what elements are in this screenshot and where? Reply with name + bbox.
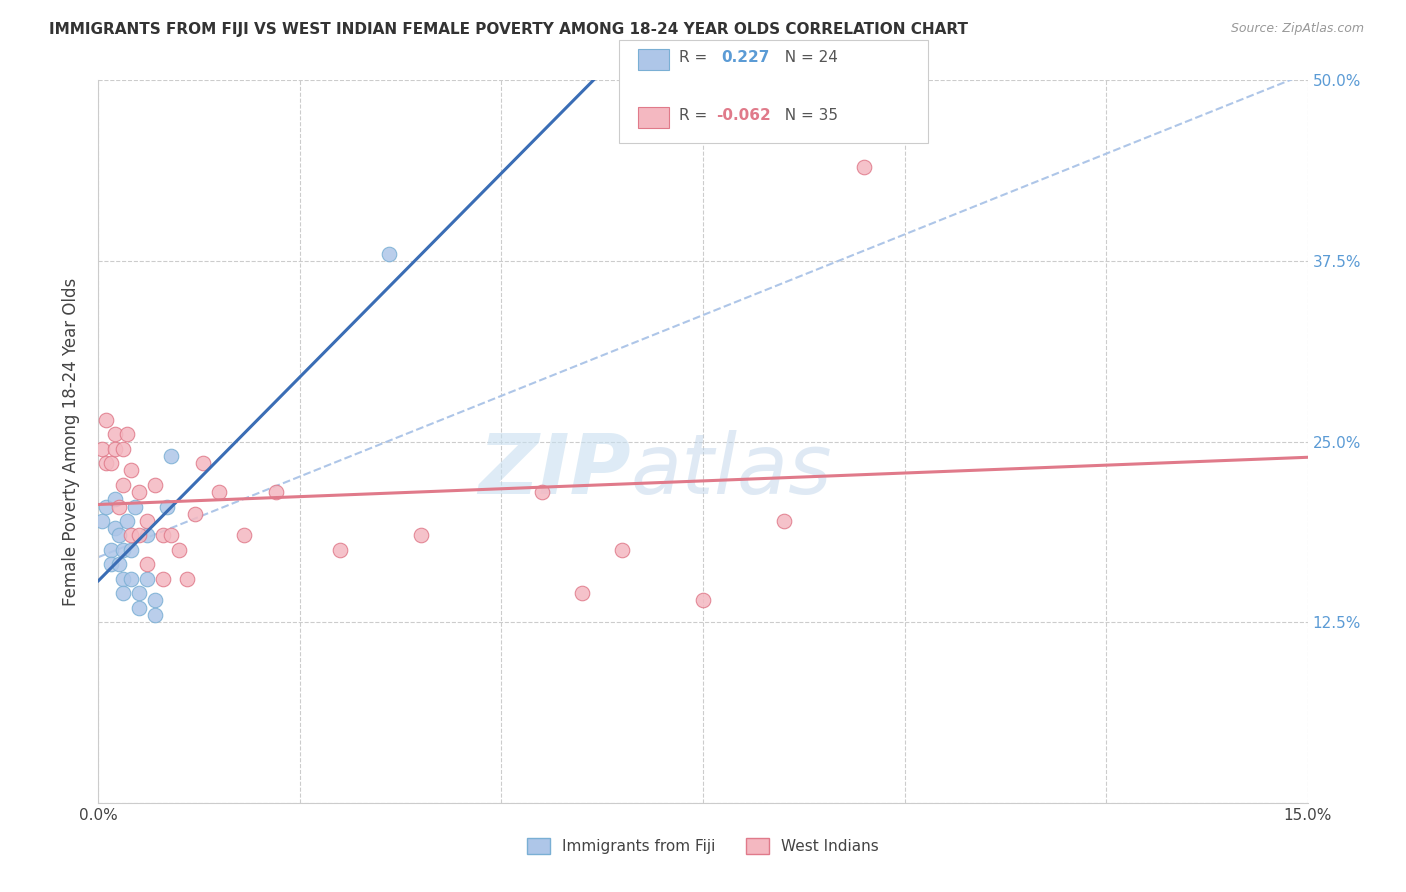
Point xyxy=(152,572,174,586)
Point xyxy=(156,500,179,514)
Point xyxy=(167,542,190,557)
Point xyxy=(232,528,254,542)
Point xyxy=(160,528,183,542)
Point xyxy=(143,607,166,622)
Point xyxy=(107,500,129,514)
Text: N = 24: N = 24 xyxy=(775,50,838,65)
Text: -0.062: -0.062 xyxy=(716,108,770,123)
Point xyxy=(128,528,150,542)
Point xyxy=(111,478,134,492)
Text: R =: R = xyxy=(679,108,713,123)
Point xyxy=(103,492,125,507)
Point xyxy=(135,514,157,528)
Point xyxy=(128,600,150,615)
Point xyxy=(120,528,142,542)
Point xyxy=(100,542,122,557)
Text: Source: ZipAtlas.com: Source: ZipAtlas.com xyxy=(1230,22,1364,36)
Point xyxy=(135,558,157,572)
Point xyxy=(111,442,134,456)
Point xyxy=(103,442,125,456)
Text: ZIP: ZIP xyxy=(478,430,630,511)
Point xyxy=(612,542,634,557)
Point xyxy=(124,500,146,514)
Point xyxy=(111,586,134,600)
Point xyxy=(120,463,142,477)
Point xyxy=(96,456,118,470)
Point xyxy=(107,528,129,542)
Point xyxy=(96,500,118,514)
Point xyxy=(115,514,138,528)
Point xyxy=(107,558,129,572)
Text: atlas: atlas xyxy=(630,430,832,511)
Point xyxy=(143,593,166,607)
Point xyxy=(100,456,122,470)
Point xyxy=(571,586,593,600)
Point xyxy=(115,427,138,442)
Point xyxy=(143,478,166,492)
Point xyxy=(530,485,553,500)
Point xyxy=(128,485,150,500)
Point xyxy=(128,586,150,600)
Point xyxy=(100,558,122,572)
Y-axis label: Female Poverty Among 18-24 Year Olds: Female Poverty Among 18-24 Year Olds xyxy=(62,277,80,606)
Point xyxy=(193,456,215,470)
Legend: Immigrants from Fiji, West Indians: Immigrants from Fiji, West Indians xyxy=(520,832,886,860)
Point xyxy=(264,485,287,500)
Text: N = 35: N = 35 xyxy=(775,108,838,123)
Point xyxy=(853,160,876,174)
Point xyxy=(91,514,114,528)
Point xyxy=(208,485,231,500)
Point xyxy=(111,572,134,586)
Point xyxy=(329,542,352,557)
Point xyxy=(135,528,157,542)
Point xyxy=(120,572,142,586)
Text: R =: R = xyxy=(679,50,717,65)
Text: IMMIGRANTS FROM FIJI VS WEST INDIAN FEMALE POVERTY AMONG 18-24 YEAR OLDS CORRELA: IMMIGRANTS FROM FIJI VS WEST INDIAN FEMA… xyxy=(49,22,969,37)
Point xyxy=(103,521,125,535)
Point xyxy=(409,528,432,542)
Point xyxy=(111,542,134,557)
Point xyxy=(135,572,157,586)
Point xyxy=(120,542,142,557)
Point xyxy=(377,246,399,260)
Point xyxy=(184,507,207,521)
Text: 0.227: 0.227 xyxy=(721,50,769,65)
Point xyxy=(103,427,125,442)
Point xyxy=(692,593,714,607)
Point xyxy=(96,413,118,427)
Point xyxy=(152,528,174,542)
Point xyxy=(772,514,794,528)
Point xyxy=(160,449,183,463)
Point xyxy=(91,442,114,456)
Point xyxy=(176,572,198,586)
